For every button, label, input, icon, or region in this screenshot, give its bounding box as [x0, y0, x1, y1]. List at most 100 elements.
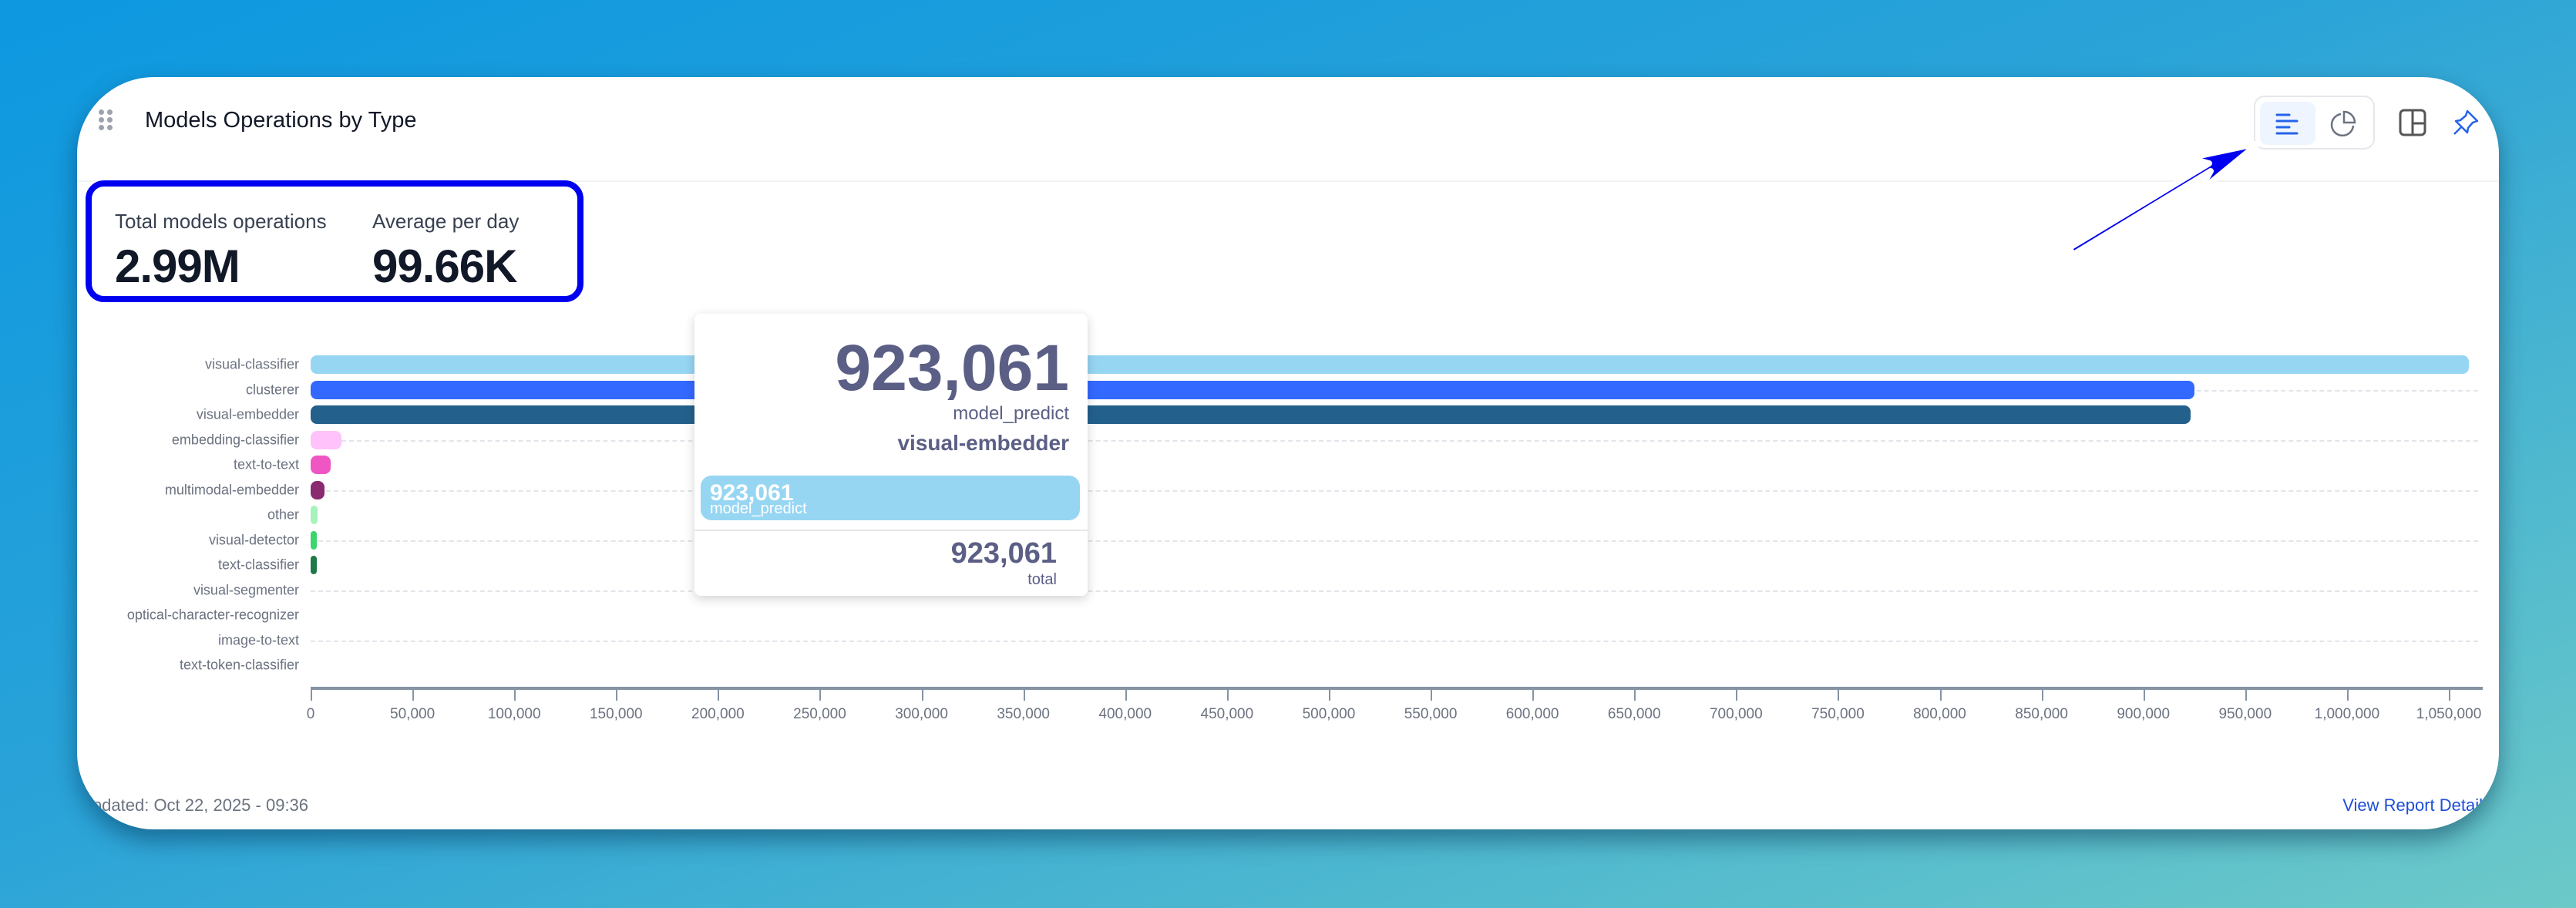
stat-label: Total models operations: [115, 210, 327, 233]
pie-chart-button[interactable]: [2315, 102, 2371, 145]
x-tick-label: 900,000: [2117, 706, 2171, 722]
x-tick: [1939, 690, 1942, 701]
y-tick-label: optical-character-recognizer: [126, 607, 299, 623]
x-tick: [1226, 690, 1229, 701]
x-tick-label: 400,000: [1098, 706, 1152, 722]
bar-clusterer[interactable]: [311, 380, 2194, 399]
tooltip-row-label: model_predict: [710, 500, 807, 517]
y-tick-label: text-classifier: [217, 557, 299, 573]
x-tick: [2449, 690, 2450, 701]
x-tick-label: 750,000: [1811, 706, 1865, 722]
pin-button[interactable]: [2448, 105, 2484, 140]
x-tick: [1736, 690, 1738, 701]
stat-average: Average per day 99.66K: [372, 210, 519, 293]
x-tick: [2245, 690, 2247, 701]
y-tick-label: visual-classifier: [204, 356, 299, 372]
y-tick-label: visual-embedder: [196, 406, 299, 422]
x-tick-label: 700,000: [1709, 706, 1763, 722]
chart-tooltip: 923,061 model_predict visual-embedder 92…: [694, 314, 1088, 596]
x-tick: [2041, 690, 2043, 701]
x-tick: [1634, 690, 1636, 701]
y-tick-label: visual-detector: [208, 532, 299, 547]
stat-value: 2.99M: [115, 240, 240, 292]
bar-chart-icon: [2275, 113, 2299, 135]
y-tick-label: text-token-classifier: [179, 657, 299, 673]
x-tick-label: 450,000: [1200, 706, 1254, 722]
x-tick-label: 950,000: [2218, 706, 2272, 722]
bar-other[interactable]: [311, 506, 318, 524]
x-tick-label: 550,000: [1404, 706, 1458, 722]
bar-text-to-text[interactable]: [311, 456, 331, 474]
bar-chart-button[interactable]: [2260, 102, 2315, 145]
layout-button[interactable]: [2395, 105, 2430, 140]
x-tick-label: 100,000: [487, 706, 541, 722]
x-tick-label: 650,000: [1607, 706, 1661, 722]
x-axis: [311, 687, 2483, 690]
bar-text-classifier[interactable]: [311, 556, 317, 574]
widget-card: Models Operations by Type Total models o…: [77, 77, 2499, 829]
x-tick: [718, 690, 720, 701]
x-tick-label: 250,000: [793, 706, 846, 722]
x-tick-label: 300,000: [895, 706, 948, 722]
x-tick: [1431, 690, 1433, 701]
tooltip-row-value: 923,061: [710, 480, 794, 506]
x-tick: [1125, 690, 1127, 701]
tooltip-total-label: total: [1027, 571, 1057, 588]
x-tick: [2143, 690, 2145, 701]
last-updated: Last updated: Oct 22, 2025 - 09:36: [77, 795, 309, 815]
x-tick: [921, 690, 923, 701]
y-tick-label: visual-segmenter: [193, 582, 299, 597]
bar-visual-embedder[interactable]: [311, 405, 2191, 424]
x-tick: [1838, 690, 1840, 701]
header-divider: [77, 180, 2499, 182]
x-tick-label: 200,000: [691, 706, 745, 722]
tooltip-total: 923,061: [950, 537, 1057, 570]
bar-visual-detector[interactable]: [311, 530, 317, 550]
x-tick: [1328, 690, 1330, 701]
x-tick-label: 1,000,000: [2314, 706, 2380, 722]
y-tick-label: embedding-classifier: [171, 432, 299, 447]
tooltip-divider: [694, 530, 1088, 531]
grid-line: [311, 590, 2478, 592]
y-tick-label: text-to-text: [233, 456, 299, 472]
bar-visual-classifier[interactable]: [311, 355, 2470, 374]
x-tick: [2346, 690, 2349, 701]
x-tick-label: 50,000: [390, 706, 435, 722]
y-tick-label: other: [267, 506, 299, 523]
tooltip-row: 923,061 model_predict: [701, 476, 1080, 520]
x-tick-label: 0: [306, 706, 315, 722]
x-tick-label: 350,000: [997, 706, 1050, 722]
stat-value: 99.66K: [372, 240, 517, 292]
grid-line: [311, 489, 2478, 492]
tooltip-value: 923,061: [835, 331, 1069, 404]
bar-embedding-classifier[interactable]: [311, 430, 341, 449]
x-tick-label: 600,000: [1505, 706, 1559, 722]
x-tick: [1023, 690, 1025, 701]
grid-line: [311, 540, 2478, 542]
stat-label: Average per day: [372, 210, 520, 233]
pin-icon: [2453, 109, 2479, 135]
stats-highlight-box: Total models operations 2.99M Average pe…: [86, 180, 583, 302]
view-report-details-link[interactable]: View Report Details: [2342, 795, 2491, 815]
x-tick: [1532, 690, 1535, 701]
drag-handle-icon[interactable]: [99, 109, 113, 131]
x-tick: [514, 690, 516, 701]
y-tick-label: multimodal-embedder: [164, 482, 299, 497]
bar-multimodal-embedder[interactable]: [311, 480, 325, 499]
x-tick: [616, 690, 618, 701]
x-tick-label: 500,000: [1302, 706, 1356, 722]
x-tick: [311, 690, 312, 701]
bar-chart: visual-classifier clusterer visual-embedde…: [77, 77, 2499, 829]
grid-line: [311, 640, 2478, 642]
x-tick: [412, 690, 415, 701]
layout-icon: [2399, 109, 2426, 136]
tooltip-operation: model_predict: [953, 403, 1069, 424]
tooltip-type: visual-embedder: [897, 431, 1069, 455]
chart-type-toggle: [2254, 96, 2375, 150]
x-tick-label: 150,000: [589, 706, 643, 722]
widget-title: Models Operations by Type: [145, 108, 417, 133]
y-tick-label: image-to-text: [217, 632, 299, 647]
x-tick: [819, 690, 822, 701]
stat-total: Total models operations 2.99M: [115, 210, 327, 293]
y-tick-label: clusterer: [245, 382, 299, 397]
